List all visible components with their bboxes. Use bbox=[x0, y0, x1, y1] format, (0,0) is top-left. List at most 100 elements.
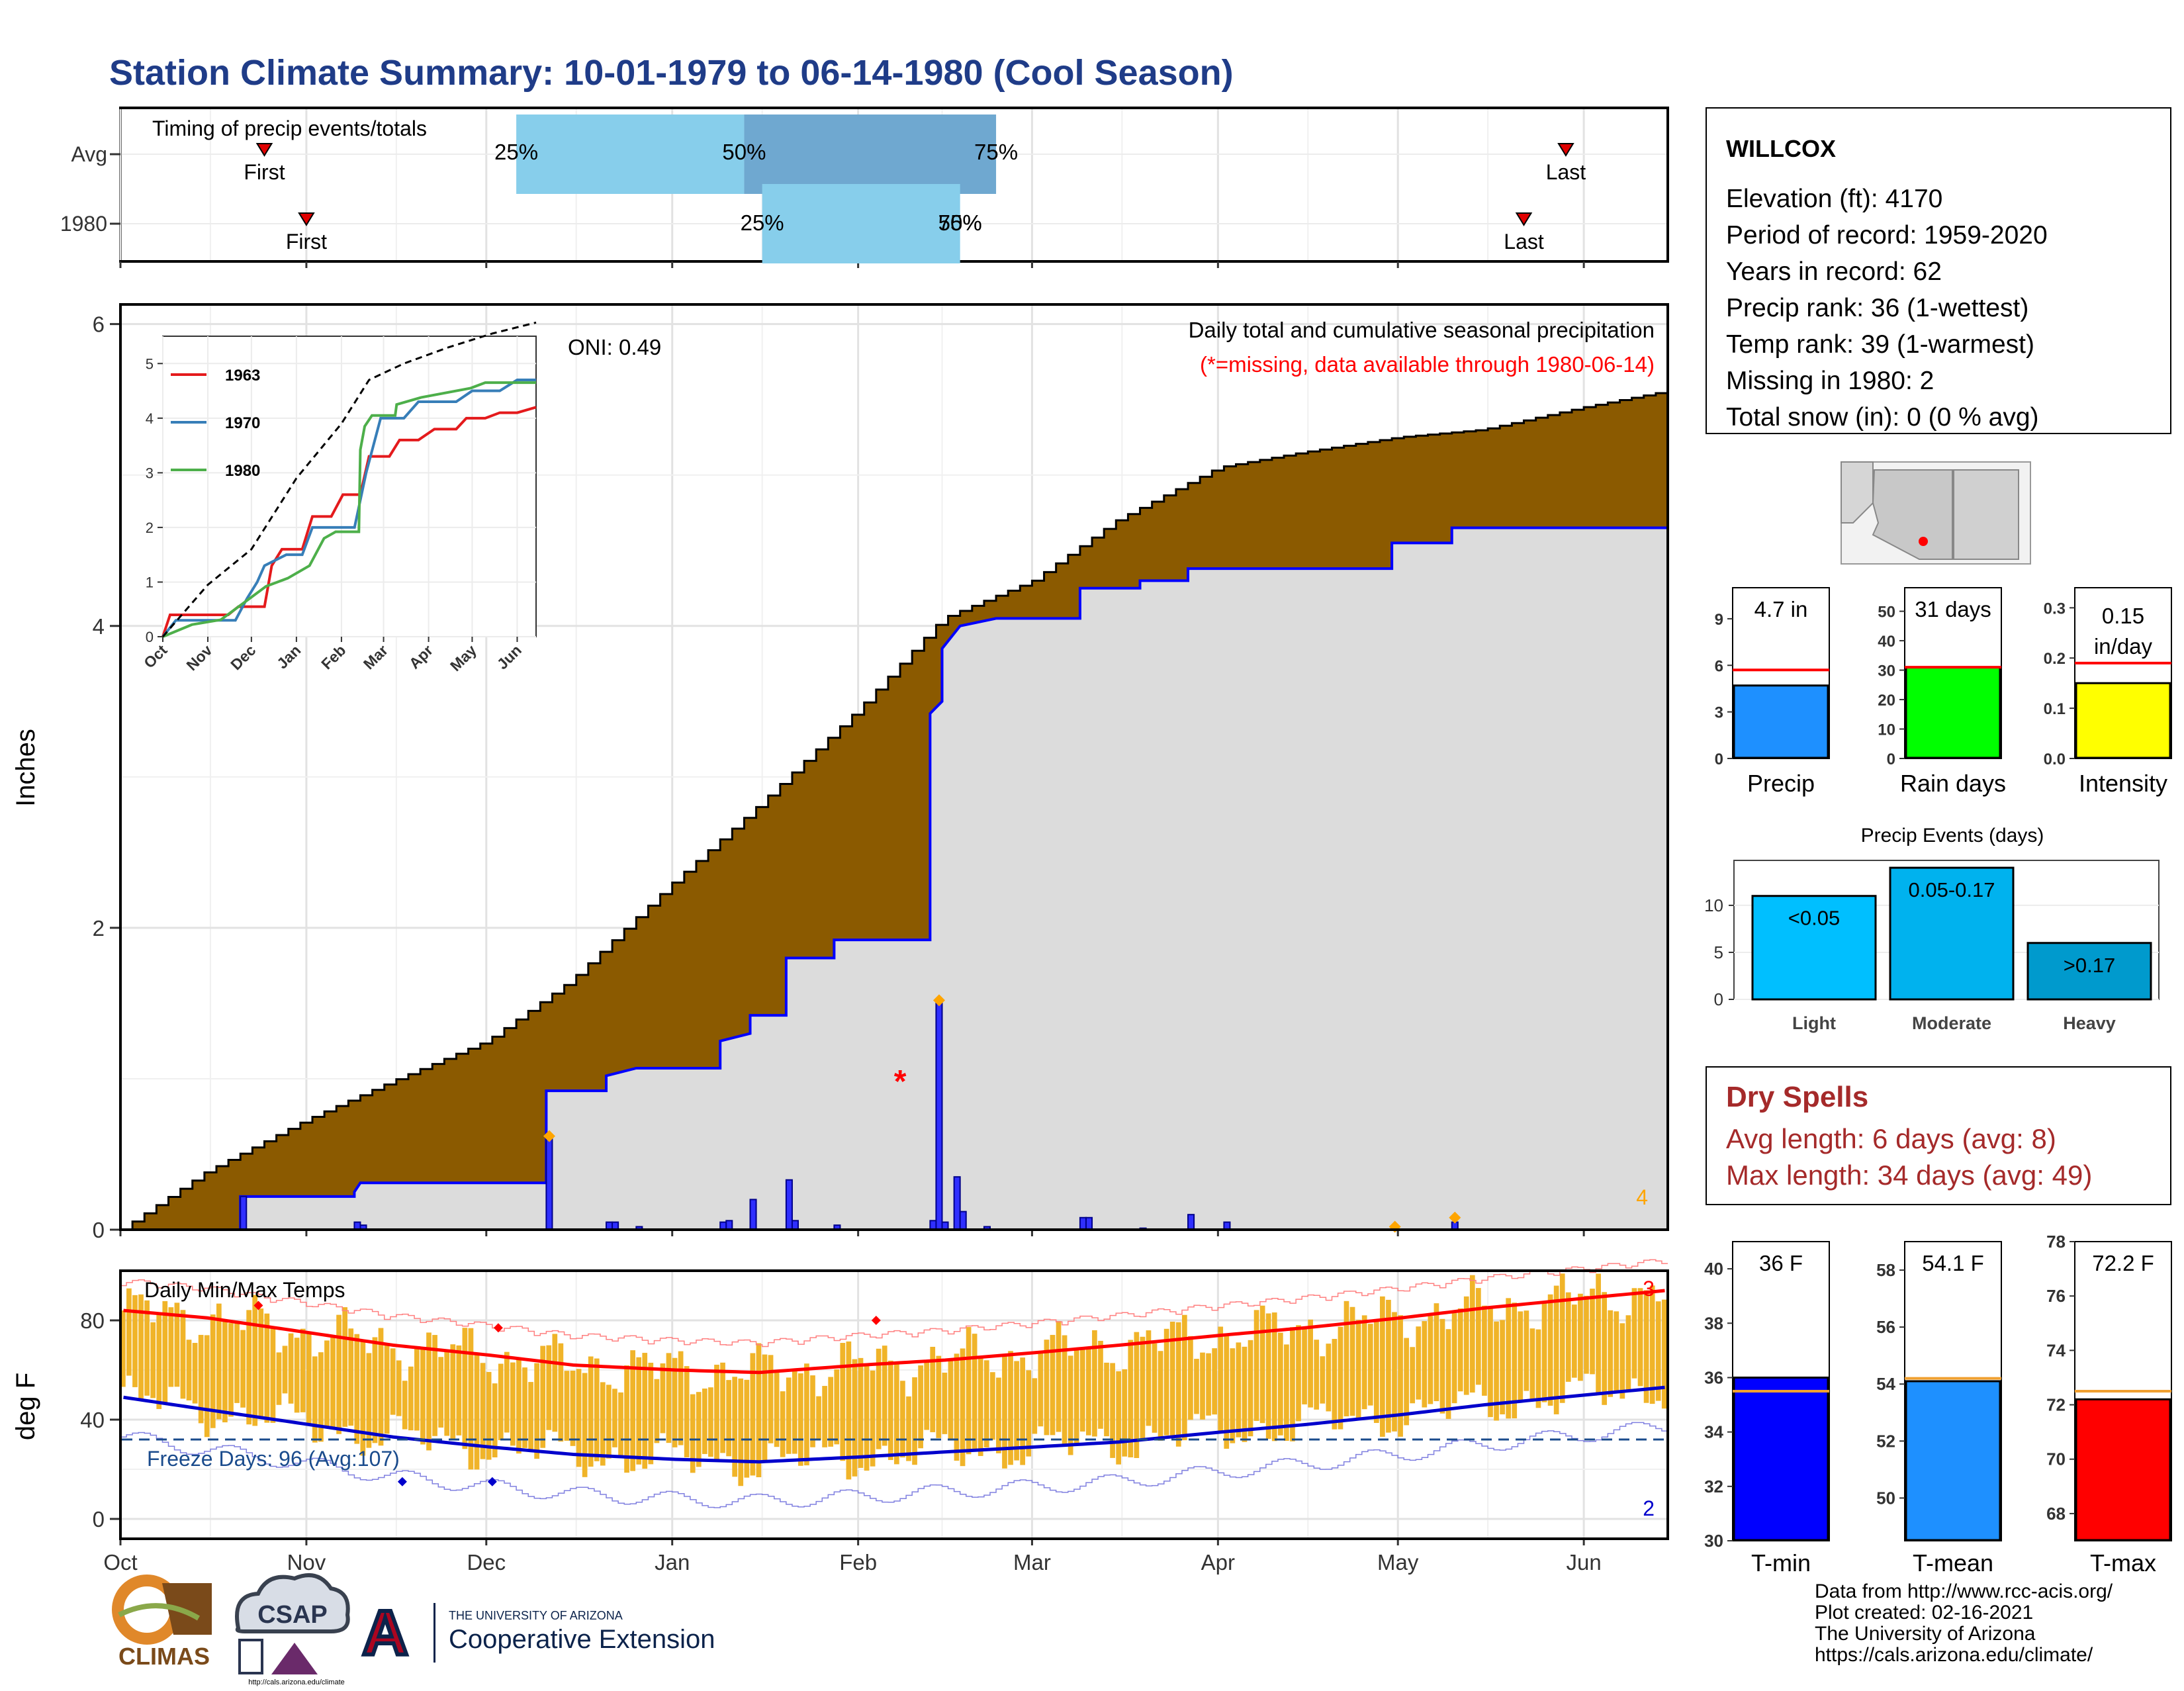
gauge-y-tick-label: 36 bbox=[1704, 1367, 1723, 1387]
daily-temp-bar bbox=[1596, 1273, 1601, 1394]
daily-temp-bar bbox=[438, 1357, 443, 1428]
daily-temp-bar bbox=[348, 1328, 354, 1426]
daily-temp-bar bbox=[690, 1394, 696, 1473]
daily-temp-bar bbox=[1265, 1313, 1271, 1440]
daily-temp-bar bbox=[228, 1323, 234, 1417]
daily-temp-bar bbox=[1529, 1328, 1535, 1402]
daily-temp-bar bbox=[936, 1355, 942, 1438]
inset-avg-line bbox=[161, 321, 537, 637]
csap-logo-text: CSAP bbox=[257, 1601, 328, 1629]
daily-temp-bar bbox=[720, 1362, 725, 1453]
daily-temp-bar bbox=[714, 1364, 719, 1461]
daily-temp-bar bbox=[1559, 1273, 1565, 1403]
daily-temp-bar bbox=[270, 1326, 276, 1423]
station-period: Period of record: 1959-2020 bbox=[1726, 221, 2048, 250]
daily-temp-bar bbox=[1572, 1304, 1577, 1378]
daily-temp-bar bbox=[1590, 1289, 1595, 1375]
daily-temp-bar bbox=[486, 1371, 492, 1460]
precip-record-count: 4 bbox=[1636, 1185, 1648, 1209]
daily-temp-bar bbox=[1212, 1348, 1217, 1415]
gauge-y-tick-label: 0.1 bbox=[2044, 700, 2066, 718]
timing-row-label: Avg bbox=[71, 142, 107, 166]
daily-temp-bar bbox=[1008, 1351, 1013, 1465]
precip-y-tick-label: 0 bbox=[93, 1218, 105, 1242]
record-high-count: 3 bbox=[1643, 1277, 1655, 1301]
climas-logo: CLIMAS bbox=[112, 1575, 212, 1670]
station-snow: Total snow (in): 0 (0 % avg) bbox=[1726, 403, 2039, 432]
daily-temp-bar bbox=[924, 1362, 930, 1430]
daily-temp-bar bbox=[1128, 1340, 1134, 1458]
daily-temp-bar bbox=[546, 1345, 552, 1430]
daily-temp-bar bbox=[1253, 1310, 1259, 1421]
daily-temp-bar bbox=[948, 1360, 954, 1441]
daily-temp-bar bbox=[684, 1366, 690, 1457]
daily-temp-bar bbox=[732, 1377, 738, 1477]
timing-title: Timing of precip events/totals bbox=[152, 116, 427, 140]
daily-temp-bar bbox=[954, 1353, 960, 1461]
daily-temp-bar bbox=[246, 1310, 252, 1425]
timing-p50-label: 50% bbox=[938, 210, 982, 235]
gauge-y-tick-label: 74 bbox=[2046, 1340, 2066, 1360]
daily-temp-bar bbox=[1038, 1353, 1044, 1427]
month-label: Dec bbox=[467, 1550, 506, 1575]
daily-temp-bar bbox=[678, 1351, 684, 1445]
gauge-value-unit: in/day bbox=[2094, 634, 2153, 659]
daily-temp-bar bbox=[1032, 1378, 1038, 1434]
daily-temp-bar bbox=[552, 1334, 558, 1432]
month-label: Jun bbox=[1567, 1550, 1602, 1575]
gauge-value-label: 0.15 bbox=[2102, 604, 2144, 628]
precip-y-tick-label: 4 bbox=[93, 614, 105, 639]
daily-temp-bar bbox=[384, 1344, 390, 1434]
gauge-y-tick-label: 9 bbox=[1715, 611, 1723, 629]
gauge-y-tick-label: 40 bbox=[1878, 633, 1895, 651]
daily-temp-bar bbox=[1416, 1326, 1422, 1400]
daily-temp-bar bbox=[252, 1295, 258, 1426]
daily-temp-bar bbox=[528, 1382, 533, 1451]
temps-y-tick-label: 80 bbox=[80, 1308, 105, 1333]
daily-temp-bar bbox=[588, 1356, 594, 1467]
daily-temp-bar bbox=[702, 1389, 707, 1454]
csap-mountain-icon bbox=[271, 1643, 318, 1674]
ua-line1: THE UNIVERSITY OF ARIZONA bbox=[449, 1609, 623, 1622]
daily-temp-bar bbox=[1463, 1296, 1469, 1395]
daily-temp-bar bbox=[504, 1351, 510, 1433]
daily-temp-bar bbox=[1175, 1322, 1181, 1447]
inset-series-line-1980 bbox=[162, 381, 536, 638]
gauge-y-tick-label: 78 bbox=[2046, 1232, 2066, 1252]
daily-temp-bar bbox=[1619, 1323, 1625, 1399]
daily-temp-bar bbox=[1553, 1285, 1559, 1414]
daily-temp-bar bbox=[276, 1352, 282, 1405]
daily-temp-bar bbox=[1535, 1329, 1541, 1408]
daily-temp-bar bbox=[360, 1340, 366, 1456]
daily-temp-bar bbox=[1637, 1288, 1643, 1387]
daily-temp-bar bbox=[1398, 1315, 1403, 1437]
daily-temp-bar bbox=[540, 1346, 546, 1448]
precip-record-marker bbox=[1449, 1211, 1461, 1224]
gauge-y-tick-label: 54 bbox=[1876, 1374, 1895, 1394]
daily-temp-bar bbox=[744, 1379, 750, 1478]
daily-precip-bar bbox=[953, 1176, 961, 1230]
daily-temp-bar bbox=[666, 1353, 672, 1443]
new-mexico-shape bbox=[1953, 469, 2019, 560]
daily-temp-bar bbox=[642, 1353, 648, 1469]
station-location-marker bbox=[1919, 537, 1928, 546]
daily-temp-bar bbox=[1541, 1303, 1547, 1402]
gauge-y-tick-label: 50 bbox=[1876, 1488, 1895, 1508]
daily-temp-bar bbox=[756, 1343, 762, 1477]
gauge-value-bar bbox=[1905, 666, 2001, 759]
daily-temp-bar bbox=[558, 1343, 564, 1442]
daily-temp-bar bbox=[1445, 1329, 1451, 1419]
daily-temp-bar bbox=[1524, 1310, 1529, 1391]
timing-last-label: Last bbox=[1546, 160, 1586, 184]
station-temp-rank: Temp rank: 39 (1-warmest) bbox=[1726, 330, 2034, 359]
daily-temp-bar bbox=[1649, 1285, 1655, 1404]
daily-temp-bar bbox=[1062, 1335, 1068, 1445]
record-low-line bbox=[120, 1422, 1668, 1508]
daily-temp-bar bbox=[534, 1363, 539, 1459]
locator-map bbox=[1841, 461, 2031, 565]
daily-temp-bar bbox=[210, 1314, 216, 1428]
station-elevation: Elevation (ft): 4170 bbox=[1726, 185, 1942, 213]
daily-temp-bar bbox=[648, 1363, 654, 1465]
precip-gauges: 0 3 6 9 4.7 in Precip 0 10 20 30 40 50 31 days Rain d… bbox=[1715, 587, 2172, 797]
gauge-y-tick-label: 38 bbox=[1704, 1313, 1723, 1333]
